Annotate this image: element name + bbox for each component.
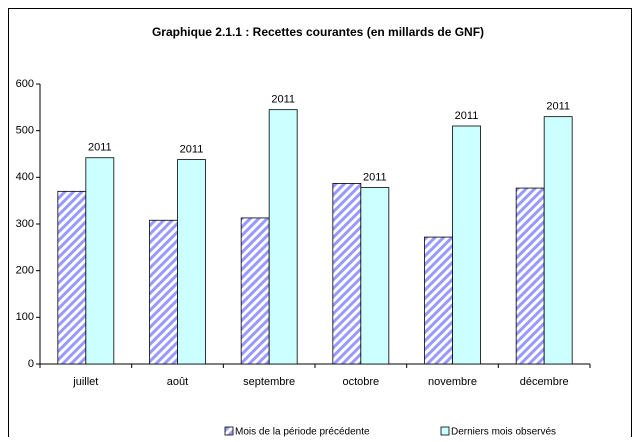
bar-label: 2011 (546, 101, 570, 113)
x-tick-label: août (167, 376, 188, 388)
y-tick-label: 500 (16, 125, 34, 137)
chart-title: Graphique 2.1.1 : Recettes courantes (en… (152, 25, 484, 39)
legend-label: Mois de la période précédente (235, 427, 370, 437)
legend-swatch (224, 426, 234, 436)
bar (85, 157, 115, 365)
bar (149, 219, 178, 365)
bar (240, 217, 270, 365)
x-tick-label: décembre (520, 376, 569, 388)
bar-label: 2011 (180, 144, 204, 156)
bar (424, 236, 453, 365)
x-tick-label: juillet (72, 376, 98, 388)
bar (515, 187, 545, 365)
bar-label: 2011 (363, 172, 387, 184)
bar (332, 182, 362, 365)
bar-label: 2011 (88, 142, 112, 154)
x-tick-label: septembre (243, 376, 295, 388)
y-tick-label: 100 (16, 311, 34, 323)
bar (268, 109, 298, 365)
bar (360, 187, 390, 365)
bar (177, 159, 206, 365)
y-tick-label: 600 (16, 78, 34, 90)
x-tick-label: novembre (428, 376, 477, 388)
y-tick-label: 300 (16, 218, 34, 230)
legend-swatch (440, 426, 450, 436)
y-tick-label: 0 (28, 358, 34, 370)
x-tick-label: octobre (342, 376, 379, 388)
bar (57, 190, 87, 365)
bar-label: 2011 (455, 110, 479, 122)
y-tick-label: 200 (16, 265, 34, 277)
bar (543, 116, 573, 365)
legend-label: Derniers mois observés (451, 427, 556, 437)
bar-label: 2011 (271, 94, 295, 106)
bar (452, 125, 481, 365)
y-tick-label: 400 (16, 171, 34, 183)
